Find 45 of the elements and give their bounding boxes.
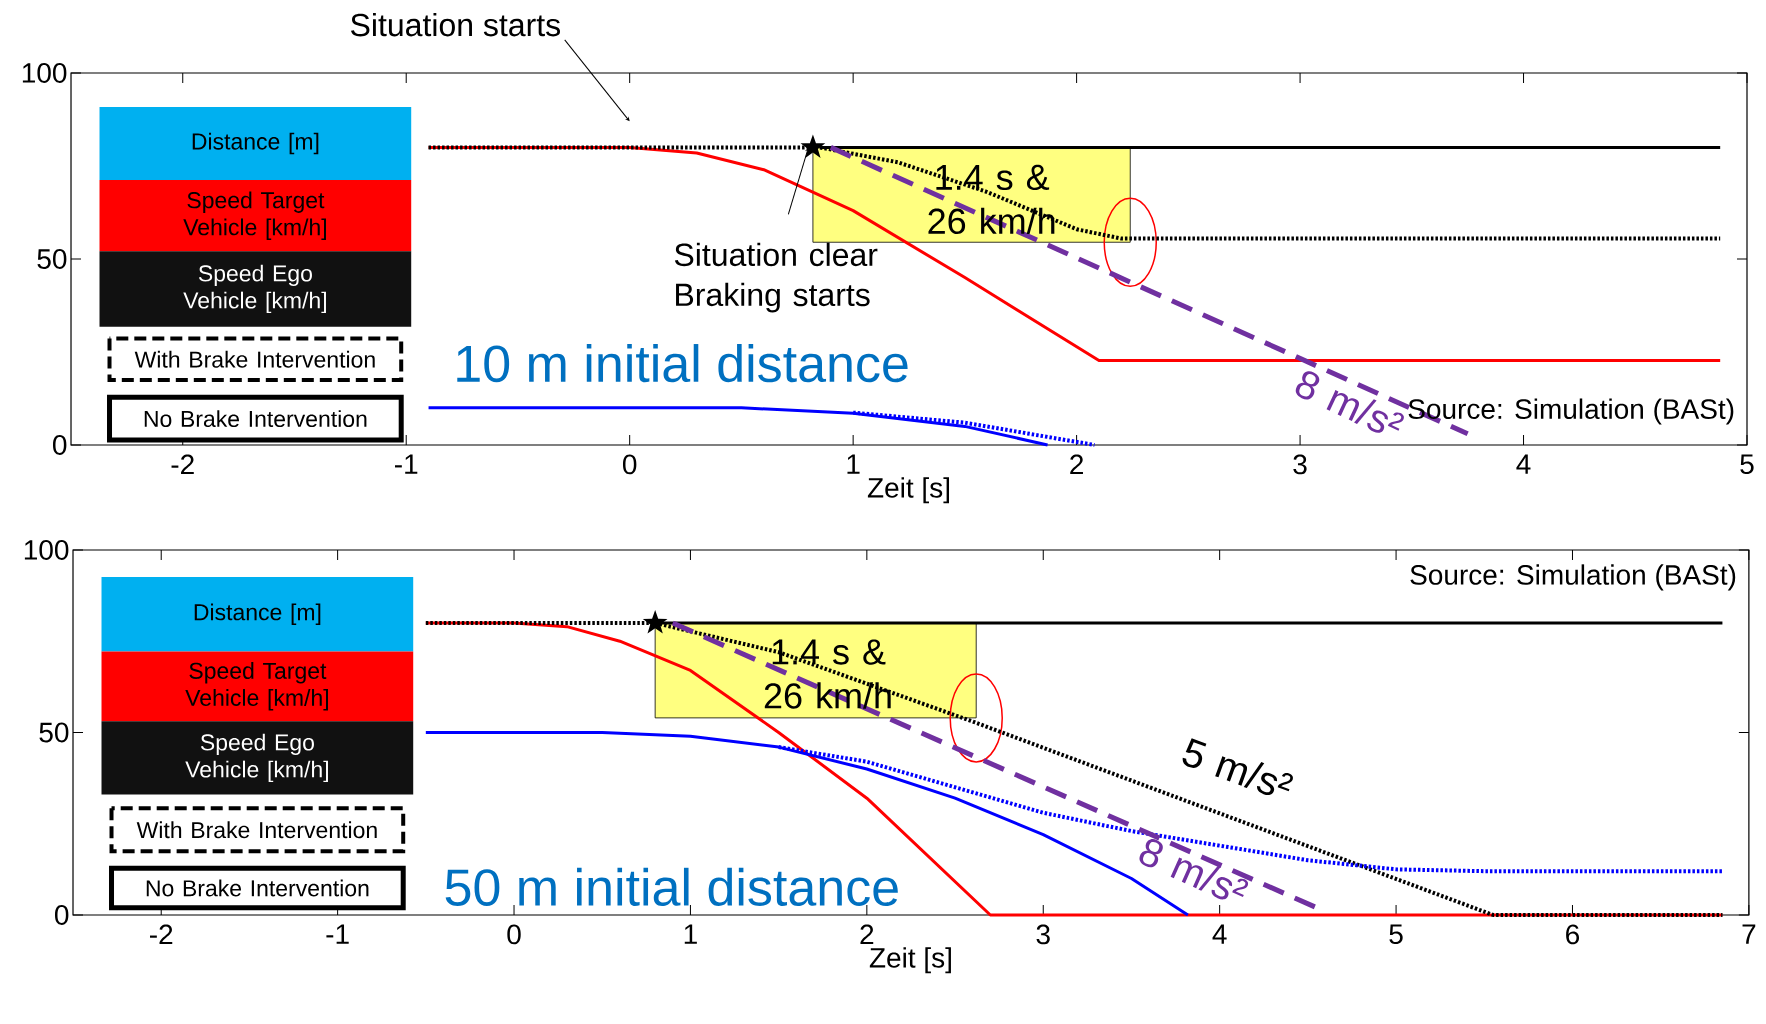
- x-tick-label: 0: [622, 454, 637, 475]
- y-tick-label: 0: [55, 905, 69, 925]
- x-tick-label: 6: [1566, 924, 1580, 945]
- x-tick-label: 2: [1070, 454, 1083, 475]
- annotation: No Brake Intervention: [144, 410, 367, 428]
- y-tick-label: 50: [37, 249, 67, 269]
- annotation: Source: Simulation (BASt): [1408, 398, 1734, 425]
- x-tick-label: 4: [1212, 924, 1227, 944]
- x-tick-label: -1: [395, 454, 418, 474]
- x-axis-title: Zeit [s]: [869, 947, 951, 974]
- annotation: Speed Target Vehicle [km/h]: [183, 191, 326, 240]
- y-tick-label: 100: [22, 63, 67, 83]
- annotation: With Brake Intervention: [134, 350, 375, 368]
- x-tick-label: -2: [150, 924, 173, 945]
- x-tick-label: 7: [1742, 924, 1756, 944]
- y-tick-label: 0: [53, 435, 67, 455]
- annotation: 10 m initial distance: [457, 344, 908, 383]
- y-tick-label: 50: [39, 722, 69, 743]
- x-tick-label: 5: [1389, 924, 1403, 945]
- x-tick-label: 2: [860, 924, 874, 945]
- x-tick-label: 1: [684, 924, 697, 944]
- annotation: Speed Ego Vehicle [km/h]: [185, 733, 328, 783]
- annotation: Speed Ego Vehicle [km/h]: [183, 264, 326, 314]
- text: Situation starts: [351, 12, 560, 37]
- x-tick-label: -2: [171, 454, 194, 475]
- annotation: Situation clear Braking starts: [674, 242, 878, 313]
- x-tick-label: 3: [1036, 924, 1050, 945]
- x-axis-title: Zeit [s]: [867, 477, 949, 504]
- x-tick-label: 1: [847, 454, 860, 474]
- annotation: Distance [m]: [192, 132, 319, 155]
- annotation: With Brake Intervention: [136, 821, 377, 839]
- x-tick-label: 0: [507, 924, 521, 945]
- y-tick-label: 100: [24, 540, 69, 560]
- x-tick-label: -1: [326, 924, 349, 944]
- annotation: 8 m/s²: [1139, 839, 1249, 900]
- annotation: No Brake Intervention: [146, 879, 369, 897]
- annotation: Source: Simulation (BASt): [1410, 564, 1736, 591]
- x-tick-label: 5: [1740, 454, 1754, 475]
- annotation: 8 m/s²: [1295, 371, 1404, 433]
- annotation: 5 m/s²: [1182, 738, 1293, 796]
- annotation: Distance [m]: [194, 603, 321, 625]
- annotation: 50 m initial distance: [445, 867, 898, 906]
- x-tick-label: 4: [1516, 454, 1531, 474]
- x-tick-label: 3: [1293, 454, 1307, 475]
- annotation: Speed Target Vehicle [km/h]: [185, 662, 328, 711]
